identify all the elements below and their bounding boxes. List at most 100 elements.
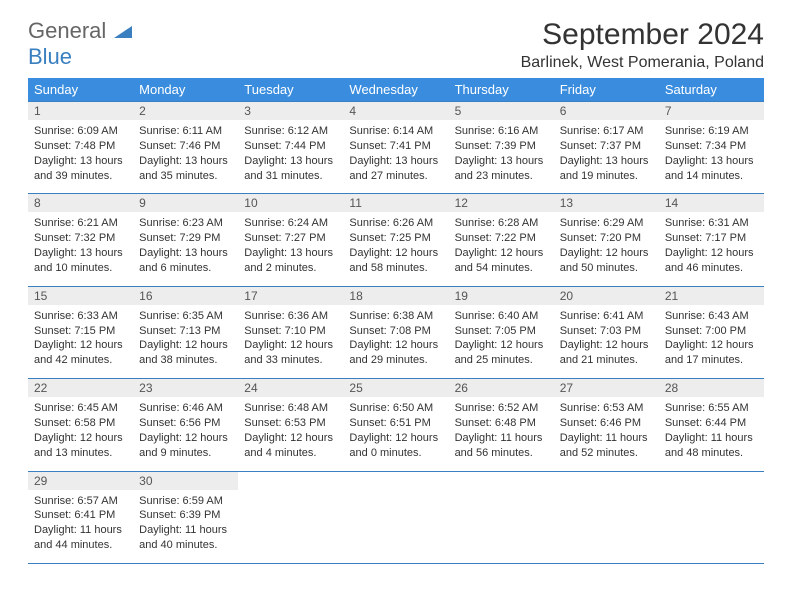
calendar-day-cell: 25Sunrise: 6:50 AMSunset: 6:51 PMDayligh… bbox=[343, 379, 448, 471]
calendar-day-cell: 8Sunrise: 6:21 AMSunset: 7:32 PMDaylight… bbox=[28, 194, 133, 286]
day-number: 23 bbox=[133, 379, 238, 397]
logo-triangle-icon bbox=[114, 24, 132, 38]
calendar-day-cell: 20Sunrise: 6:41 AMSunset: 7:03 PMDayligh… bbox=[554, 286, 659, 378]
day-number: 12 bbox=[449, 194, 554, 212]
calendar-day-cell: 5Sunrise: 6:16 AMSunset: 7:39 PMDaylight… bbox=[449, 102, 554, 194]
calendar-day-cell: 9Sunrise: 6:23 AMSunset: 7:29 PMDaylight… bbox=[133, 194, 238, 286]
calendar-week-row: 29Sunrise: 6:57 AMSunset: 6:41 PMDayligh… bbox=[28, 471, 764, 563]
calendar-day-cell: 27Sunrise: 6:53 AMSunset: 6:46 PMDayligh… bbox=[554, 379, 659, 471]
day-info: Sunrise: 6:28 AMSunset: 7:22 PMDaylight:… bbox=[449, 212, 554, 285]
day-number: 22 bbox=[28, 379, 133, 397]
calendar-day-cell: 30Sunrise: 6:59 AMSunset: 6:39 PMDayligh… bbox=[133, 471, 238, 563]
day-number: 7 bbox=[659, 102, 764, 120]
calendar-day-cell: .. bbox=[343, 471, 448, 563]
day-number: 4 bbox=[343, 102, 448, 120]
calendar-day-cell: 19Sunrise: 6:40 AMSunset: 7:05 PMDayligh… bbox=[449, 286, 554, 378]
day-number: 28 bbox=[659, 379, 764, 397]
day-number: 5 bbox=[449, 102, 554, 120]
day-info: Sunrise: 6:16 AMSunset: 7:39 PMDaylight:… bbox=[449, 120, 554, 193]
day-number: 8 bbox=[28, 194, 133, 212]
calendar-day-cell: .. bbox=[554, 471, 659, 563]
day-info: Sunrise: 6:43 AMSunset: 7:00 PMDaylight:… bbox=[659, 305, 764, 378]
calendar-day-cell: .. bbox=[659, 471, 764, 563]
calendar-body: 1Sunrise: 6:09 AMSunset: 7:48 PMDaylight… bbox=[28, 102, 764, 564]
brand-suffix: Blue bbox=[28, 44, 72, 69]
day-number: 2 bbox=[133, 102, 238, 120]
day-info: Sunrise: 6:26 AMSunset: 7:25 PMDaylight:… bbox=[343, 212, 448, 285]
day-number: 18 bbox=[343, 287, 448, 305]
calendar-day-cell: 7Sunrise: 6:19 AMSunset: 7:34 PMDaylight… bbox=[659, 102, 764, 194]
day-info: Sunrise: 6:50 AMSunset: 6:51 PMDaylight:… bbox=[343, 397, 448, 470]
day-number: 26 bbox=[449, 379, 554, 397]
day-info: Sunrise: 6:55 AMSunset: 6:44 PMDaylight:… bbox=[659, 397, 764, 470]
day-info: Sunrise: 6:11 AMSunset: 7:46 PMDaylight:… bbox=[133, 120, 238, 193]
calendar-day-cell: 24Sunrise: 6:48 AMSunset: 6:53 PMDayligh… bbox=[238, 379, 343, 471]
day-info: Sunrise: 6:38 AMSunset: 7:08 PMDaylight:… bbox=[343, 305, 448, 378]
weekday-header: Thursday bbox=[449, 78, 554, 102]
calendar-day-cell: 21Sunrise: 6:43 AMSunset: 7:00 PMDayligh… bbox=[659, 286, 764, 378]
title-block: September 2024 Barlinek, West Pomerania,… bbox=[521, 18, 764, 72]
day-number: 19 bbox=[449, 287, 554, 305]
day-number: 6 bbox=[554, 102, 659, 120]
header: General Blue September 2024 Barlinek, We… bbox=[28, 18, 764, 72]
day-info: Sunrise: 6:14 AMSunset: 7:41 PMDaylight:… bbox=[343, 120, 448, 193]
month-title: September 2024 bbox=[521, 18, 764, 52]
day-number: 9 bbox=[133, 194, 238, 212]
day-info: Sunrise: 6:53 AMSunset: 6:46 PMDaylight:… bbox=[554, 397, 659, 470]
day-number: 17 bbox=[238, 287, 343, 305]
calendar-day-cell: 10Sunrise: 6:24 AMSunset: 7:27 PMDayligh… bbox=[238, 194, 343, 286]
day-info: Sunrise: 6:12 AMSunset: 7:44 PMDaylight:… bbox=[238, 120, 343, 193]
calendar-day-cell: 22Sunrise: 6:45 AMSunset: 6:58 PMDayligh… bbox=[28, 379, 133, 471]
calendar-day-cell: 17Sunrise: 6:36 AMSunset: 7:10 PMDayligh… bbox=[238, 286, 343, 378]
day-info: Sunrise: 6:29 AMSunset: 7:20 PMDaylight:… bbox=[554, 212, 659, 285]
location-subtitle: Barlinek, West Pomerania, Poland bbox=[521, 54, 764, 72]
day-number: 27 bbox=[554, 379, 659, 397]
day-number: 14 bbox=[659, 194, 764, 212]
day-info: Sunrise: 6:41 AMSunset: 7:03 PMDaylight:… bbox=[554, 305, 659, 378]
calendar-day-cell: 26Sunrise: 6:52 AMSunset: 6:48 PMDayligh… bbox=[449, 379, 554, 471]
day-number: 30 bbox=[133, 472, 238, 490]
day-number: 15 bbox=[28, 287, 133, 305]
day-number: 29 bbox=[28, 472, 133, 490]
calendar-day-cell: 6Sunrise: 6:17 AMSunset: 7:37 PMDaylight… bbox=[554, 102, 659, 194]
day-number: 20 bbox=[554, 287, 659, 305]
day-info: Sunrise: 6:19 AMSunset: 7:34 PMDaylight:… bbox=[659, 120, 764, 193]
weekday-header: Tuesday bbox=[238, 78, 343, 102]
calendar-table: SundayMondayTuesdayWednesdayThursdayFrid… bbox=[28, 78, 764, 564]
day-info: Sunrise: 6:45 AMSunset: 6:58 PMDaylight:… bbox=[28, 397, 133, 470]
calendar-day-cell: 14Sunrise: 6:31 AMSunset: 7:17 PMDayligh… bbox=[659, 194, 764, 286]
day-info: Sunrise: 6:35 AMSunset: 7:13 PMDaylight:… bbox=[133, 305, 238, 378]
day-number: 21 bbox=[659, 287, 764, 305]
calendar-day-cell: 2Sunrise: 6:11 AMSunset: 7:46 PMDaylight… bbox=[133, 102, 238, 194]
calendar-day-cell: 23Sunrise: 6:46 AMSunset: 6:56 PMDayligh… bbox=[133, 379, 238, 471]
day-info: Sunrise: 6:23 AMSunset: 7:29 PMDaylight:… bbox=[133, 212, 238, 285]
day-info: Sunrise: 6:40 AMSunset: 7:05 PMDaylight:… bbox=[449, 305, 554, 378]
weekday-header-row: SundayMondayTuesdayWednesdayThursdayFrid… bbox=[28, 78, 764, 102]
day-number: 24 bbox=[238, 379, 343, 397]
day-info: Sunrise: 6:36 AMSunset: 7:10 PMDaylight:… bbox=[238, 305, 343, 378]
day-number: 11 bbox=[343, 194, 448, 212]
day-number: 16 bbox=[133, 287, 238, 305]
calendar-day-cell: 15Sunrise: 6:33 AMSunset: 7:15 PMDayligh… bbox=[28, 286, 133, 378]
calendar-day-cell: 1Sunrise: 6:09 AMSunset: 7:48 PMDaylight… bbox=[28, 102, 133, 194]
day-info: Sunrise: 6:21 AMSunset: 7:32 PMDaylight:… bbox=[28, 212, 133, 285]
day-number: 13 bbox=[554, 194, 659, 212]
weekday-header: Saturday bbox=[659, 78, 764, 102]
weekday-header: Monday bbox=[133, 78, 238, 102]
calendar-day-cell: 16Sunrise: 6:35 AMSunset: 7:13 PMDayligh… bbox=[133, 286, 238, 378]
calendar-day-cell: .. bbox=[449, 471, 554, 563]
day-number: 25 bbox=[343, 379, 448, 397]
calendar-day-cell: 12Sunrise: 6:28 AMSunset: 7:22 PMDayligh… bbox=[449, 194, 554, 286]
day-info: Sunrise: 6:48 AMSunset: 6:53 PMDaylight:… bbox=[238, 397, 343, 470]
day-info: Sunrise: 6:09 AMSunset: 7:48 PMDaylight:… bbox=[28, 120, 133, 193]
day-number: 10 bbox=[238, 194, 343, 212]
calendar-week-row: 15Sunrise: 6:33 AMSunset: 7:15 PMDayligh… bbox=[28, 286, 764, 378]
calendar-day-cell: 18Sunrise: 6:38 AMSunset: 7:08 PMDayligh… bbox=[343, 286, 448, 378]
brand-prefix: General bbox=[28, 18, 106, 43]
brand-logo: General Blue bbox=[28, 18, 132, 70]
day-info: Sunrise: 6:46 AMSunset: 6:56 PMDaylight:… bbox=[133, 397, 238, 470]
day-info: Sunrise: 6:31 AMSunset: 7:17 PMDaylight:… bbox=[659, 212, 764, 285]
calendar-day-cell: 29Sunrise: 6:57 AMSunset: 6:41 PMDayligh… bbox=[28, 471, 133, 563]
day-info: Sunrise: 6:52 AMSunset: 6:48 PMDaylight:… bbox=[449, 397, 554, 470]
day-info: Sunrise: 6:59 AMSunset: 6:39 PMDaylight:… bbox=[133, 490, 238, 563]
